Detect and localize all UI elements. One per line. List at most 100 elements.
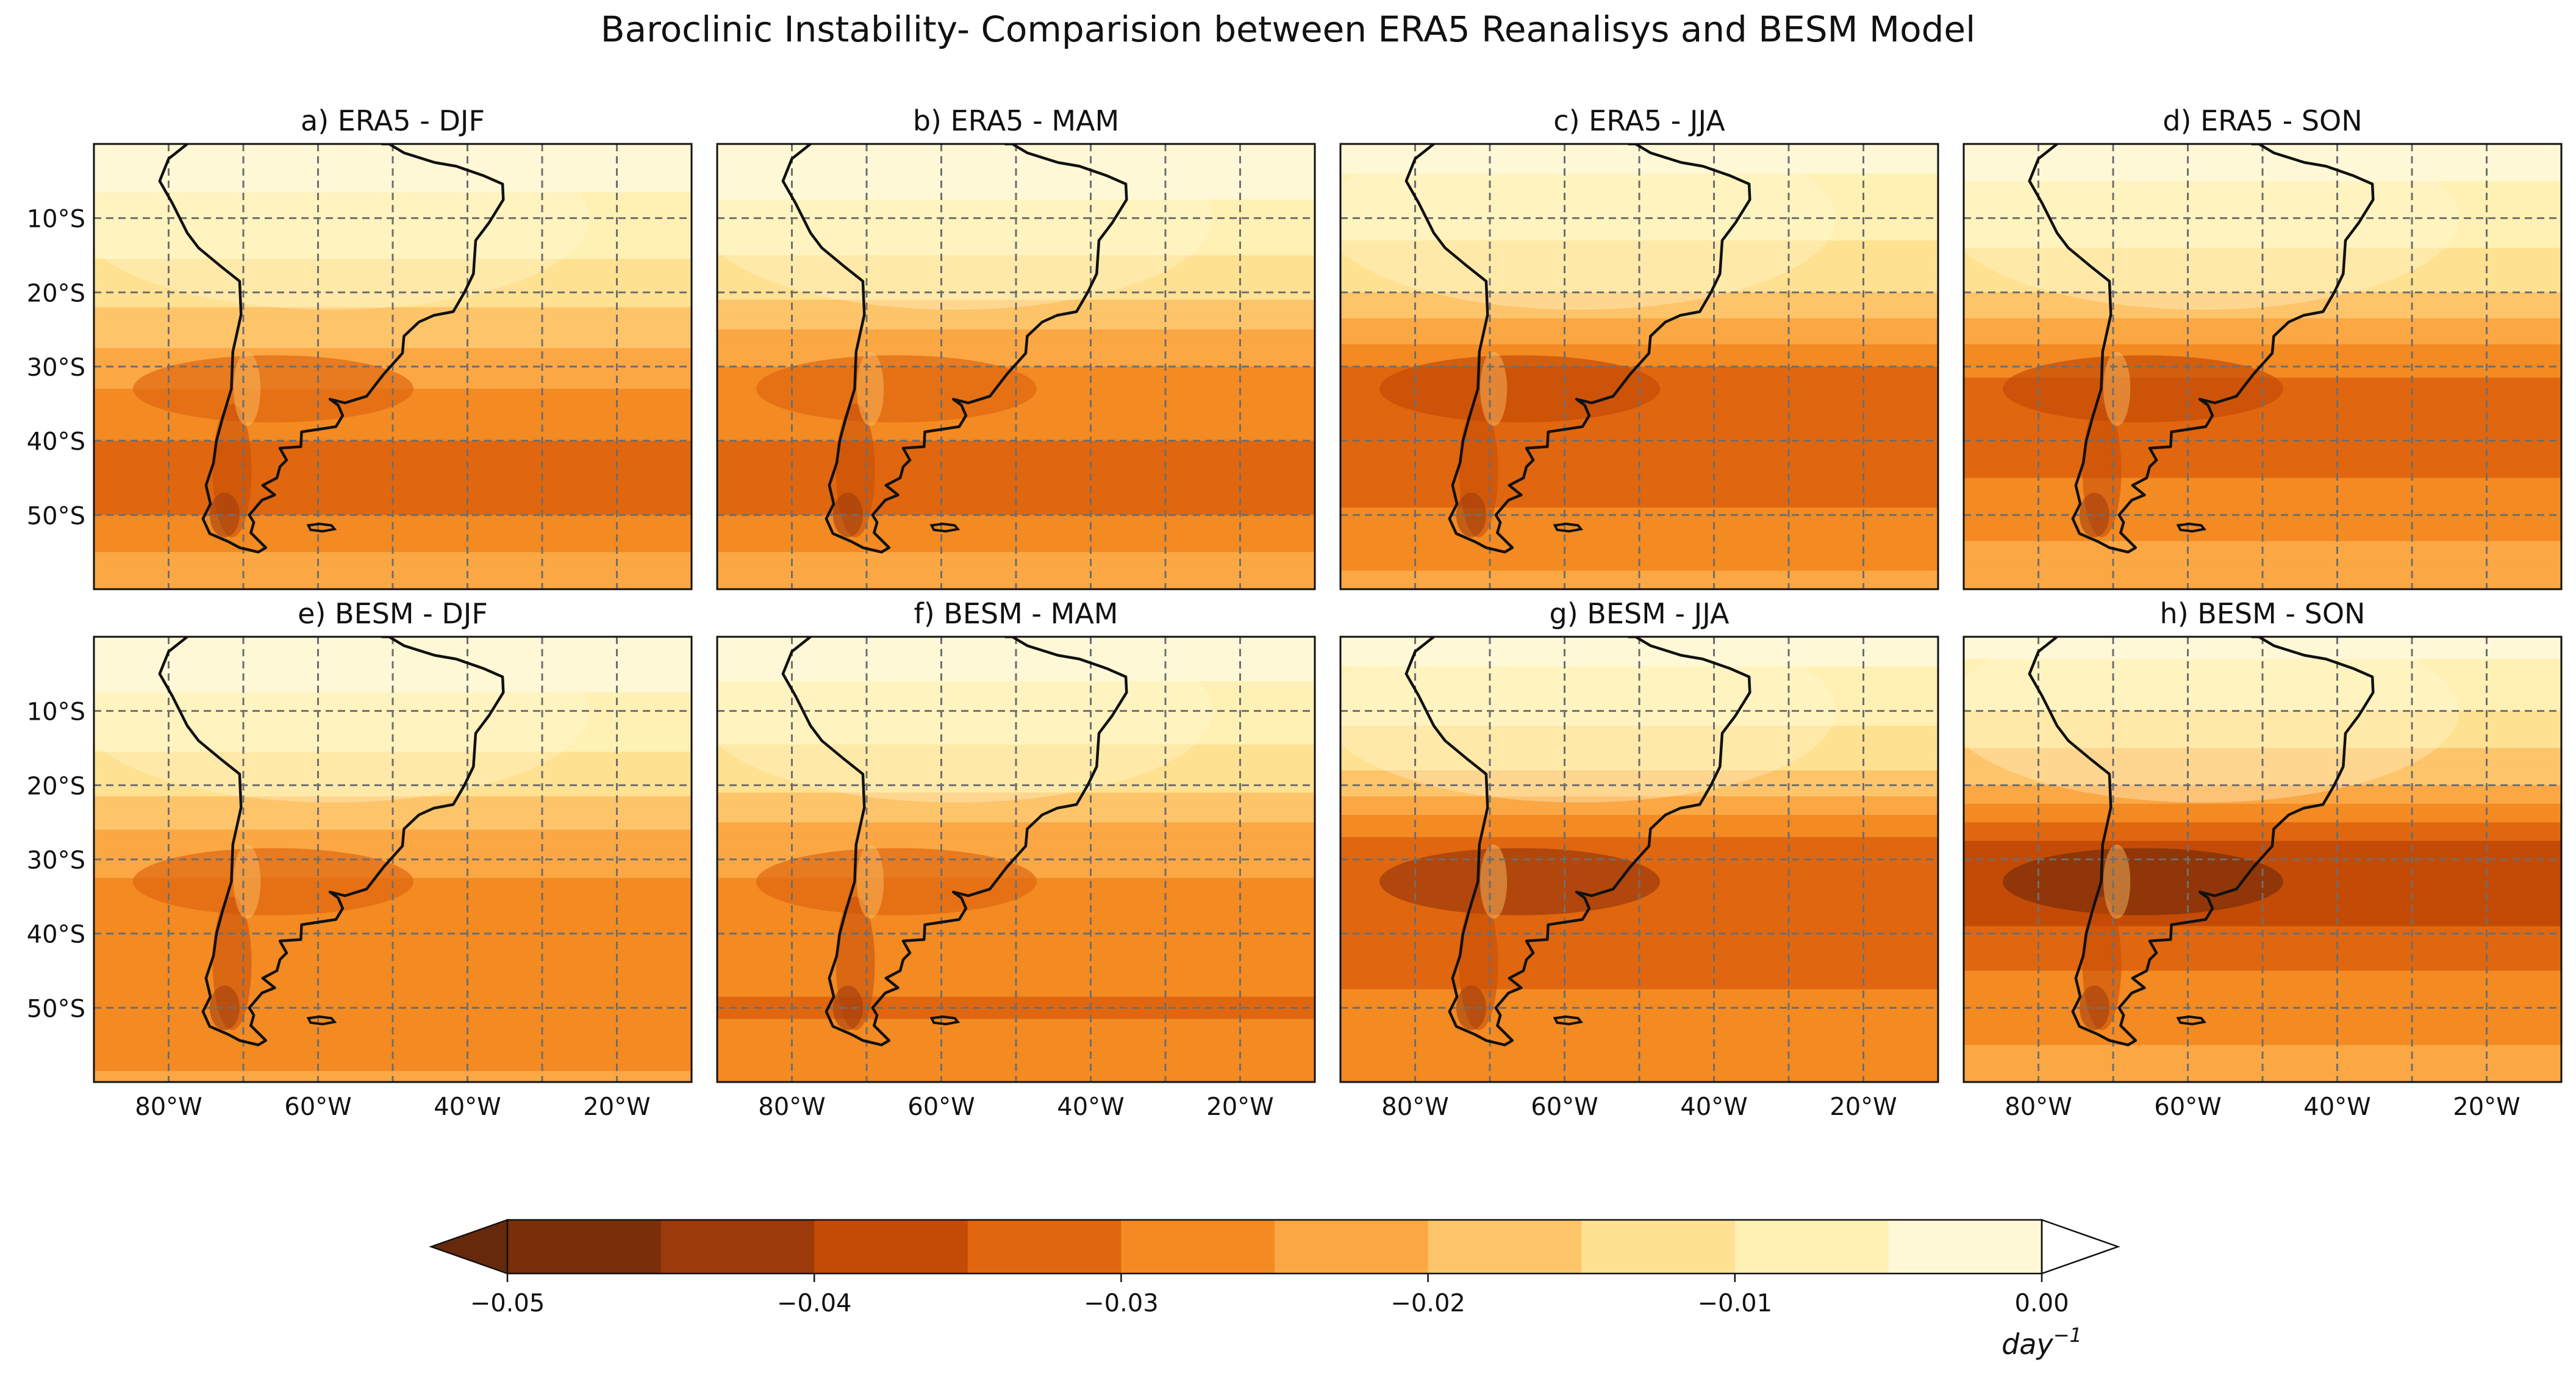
panel-frame	[1339, 636, 1939, 1083]
panel-title: c) ERA5 - JJA	[1553, 104, 1725, 137]
colorbar-tick-label: 0.00	[2014, 1289, 2069, 1317]
colorbar-tick-label: −0.03	[1084, 1289, 1159, 1317]
lat-tick-label: 40°S	[27, 428, 85, 456]
lon-tick-label: 60°W	[284, 1093, 351, 1121]
panel-field	[1340, 637, 1938, 1082]
lat-tick-label: 10°S	[27, 698, 85, 726]
colorbar-frame	[506, 1219, 2043, 1275]
panel-frame	[1962, 636, 2563, 1083]
lat-tick-label: 50°S	[27, 502, 85, 530]
coastline-falklands	[2176, 522, 2207, 533]
coastline-south-america	[2028, 637, 2375, 1047]
panel-field	[1964, 144, 2561, 589]
gridlines	[717, 637, 1315, 1082]
colorbar-unit-label: day−1	[2002, 1324, 2082, 1361]
panel-besm-jja: g) BESM - JJA 80°W 60°W 40°W 20°W	[1339, 597, 1939, 1121]
panel-title: g) BESM - JJA	[1550, 597, 1730, 630]
panel-frame	[93, 636, 693, 1083]
colorbar-segment	[1734, 1220, 1889, 1274]
lat-tick-label: 50°S	[27, 995, 85, 1023]
gridlines	[717, 144, 1315, 589]
coastline-falklands	[1553, 1015, 1584, 1026]
lon-tick-label: 20°W	[1830, 1093, 1897, 1121]
panel-title: d) ERA5 - SON	[2163, 104, 2362, 137]
lon-tick-label: 60°W	[2154, 1093, 2221, 1121]
colorbar-segment	[1581, 1220, 1736, 1274]
panel-frame	[93, 143, 693, 590]
colorbar-tick-label: −0.02	[1390, 1289, 1465, 1317]
gridlines	[1340, 144, 1938, 589]
lon-tick-label: 40°W	[2303, 1093, 2370, 1121]
panel-title: b) ERA5 - MAM	[913, 104, 1119, 137]
colorbar-segment	[967, 1220, 1122, 1274]
coastline-falklands	[2176, 1015, 2207, 1026]
colorbar-segment	[507, 1220, 662, 1274]
lat-tick-label: 30°S	[27, 354, 85, 382]
coastline-south-america	[781, 144, 1128, 554]
colorbar: −0.05 −0.04 −0.03 −0.02 −0.01 0.00 day−1	[429, 1219, 2120, 1361]
panel-frame	[716, 636, 1316, 1083]
colorbar-segment	[814, 1220, 968, 1274]
panel-field	[717, 144, 1315, 589]
gridlines	[1964, 144, 2561, 589]
colorbar-segment	[1428, 1220, 1582, 1274]
panel-besm-son: h) BESM - SON 80°W 60°W 40°W 20°W	[1962, 597, 2563, 1121]
lat-tick-label: 40°S	[27, 921, 85, 949]
lon-tick-label: 80°W	[1381, 1093, 1448, 1121]
lon-tick-label: 80°W	[2005, 1093, 2072, 1121]
panel-era5-jja: c) ERA5 - JJA	[1339, 104, 1939, 590]
coastline-falklands	[929, 1015, 961, 1026]
lon-tick-label: 20°W	[2453, 1093, 2520, 1121]
coastline-south-america	[781, 637, 1128, 1047]
coastline-south-america	[158, 637, 505, 1047]
panel-besm-djf: e) BESM - DJF 10°S 20°S 30°S 40°S 50°S 80°W 60°…	[27, 597, 693, 1121]
lat-tick-label: 10°S	[27, 206, 85, 234]
panel-field	[1964, 637, 2561, 1082]
coastline-falklands	[1553, 522, 1584, 533]
figure-title: Baroclinic Instability- Comparision betw…	[600, 9, 1976, 50]
coastline-falklands	[306, 522, 337, 533]
coastline-falklands	[306, 1015, 337, 1026]
panel-title: a) ERA5 - DJF	[301, 104, 485, 137]
lon-tick-label: 20°W	[583, 1093, 650, 1121]
panel-frame	[1962, 143, 2563, 590]
gridlines	[94, 637, 692, 1082]
lon-tick-label: 60°W	[907, 1093, 975, 1121]
coastline-south-america	[1404, 144, 1751, 554]
lat-tick-label: 20°S	[27, 772, 85, 800]
panel-field	[94, 144, 692, 589]
lon-tick-label: 80°W	[135, 1093, 202, 1121]
lon-tick-label: 40°W	[1057, 1093, 1124, 1121]
panel-field	[94, 637, 692, 1082]
lat-tick-label: 30°S	[27, 847, 85, 875]
coastline-south-america	[2028, 144, 2375, 554]
colorbar-tick-label: −0.04	[777, 1289, 852, 1317]
colorbar-extend-under	[429, 1219, 509, 1275]
panel-title: f) BESM - MAM	[914, 597, 1118, 630]
panel-title: e) BESM - DJF	[298, 597, 488, 630]
panel-besm-mam: f) BESM - MAM 80°W 60°W 40°W 20°W	[716, 597, 1316, 1121]
panel-era5-son: d) ERA5 - SON	[1962, 104, 2563, 590]
lon-tick-label: 40°W	[434, 1093, 501, 1121]
lat-tick-label: 20°S	[27, 279, 85, 307]
colorbar-extend-over	[2041, 1219, 2120, 1275]
panel-field	[1340, 144, 1938, 589]
lon-tick-label: 60°W	[1531, 1093, 1598, 1121]
gridlines	[94, 144, 692, 589]
colorbar-tick-label: −0.01	[1698, 1289, 1773, 1317]
colorbar-segment	[660, 1220, 815, 1274]
panel-era5-djf: a) ERA5 - DJF 10°S 20°S 30°S 40°S 50°S	[27, 104, 693, 590]
colorbar-segment	[1888, 1220, 2042, 1274]
colorbar-tick-label: −0.05	[470, 1289, 545, 1317]
panel-era5-mam: b) ERA5 - MAM	[716, 104, 1316, 590]
lon-tick-label: 80°W	[758, 1093, 825, 1121]
panel-field	[717, 637, 1315, 1082]
colorbar-segment	[1121, 1220, 1275, 1274]
coastline-south-america	[158, 144, 505, 554]
gridlines	[1964, 637, 2561, 1082]
panel-frame	[716, 143, 1316, 590]
gridlines	[1340, 637, 1938, 1082]
panel-frame	[1339, 143, 1939, 590]
panel-title: h) BESM - SON	[2160, 597, 2366, 630]
